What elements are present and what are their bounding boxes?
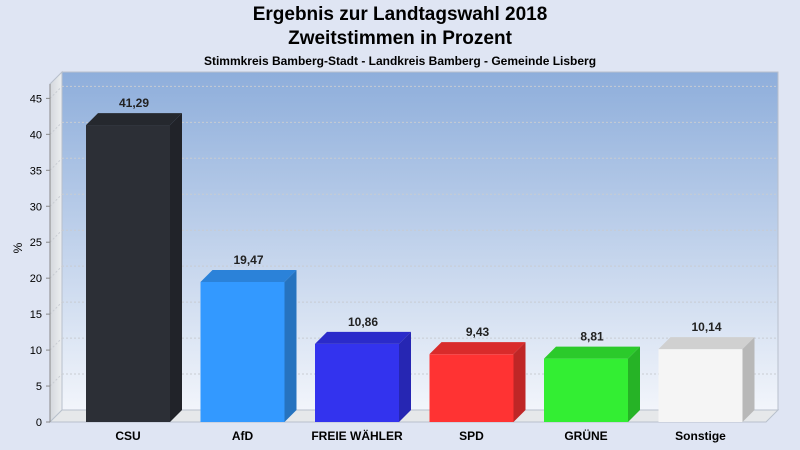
chart-title: Ergebnis zur Landtagswahl 2018 — [252, 4, 548, 25]
bar-side — [628, 346, 640, 422]
category-label: FREIE WÄHLER — [311, 428, 403, 443]
category-label: CSU — [115, 429, 140, 443]
y-tick-label: 25 — [30, 237, 42, 249]
bar-afd — [200, 269, 297, 422]
bar-side — [170, 113, 182, 422]
y-axis-label: % — [11, 242, 25, 253]
bar-top — [200, 269, 297, 282]
chart-subtitle: Zweitstimmen in Prozent — [288, 28, 512, 49]
bar-front — [315, 343, 399, 422]
y-tick-label: 15 — [30, 309, 42, 321]
value-label: 41,29 — [119, 96, 149, 110]
bar-spd — [429, 342, 526, 422]
y-tick-label: 45 — [30, 93, 42, 105]
gridline-wall — [49, 337, 63, 351]
gridline-wall — [49, 301, 63, 315]
bar-side — [742, 337, 755, 422]
bar-top — [315, 331, 411, 344]
gridline-wall — [49, 373, 63, 387]
y-tick-label: 5 — [36, 381, 42, 393]
y-tick-label: 30 — [30, 201, 42, 213]
bar-front — [200, 281, 285, 422]
y-tick-label: 35 — [30, 165, 42, 177]
bar-top — [658, 337, 755, 350]
gridline-wall — [49, 121, 63, 135]
y-tick-label: 10 — [30, 345, 42, 357]
y-tick-label: 40 — [30, 129, 42, 141]
bar-csu — [86, 113, 182, 422]
category-label: GRÜNE — [564, 428, 607, 443]
value-label: 10,14 — [691, 320, 721, 334]
bar-top — [544, 346, 640, 359]
gridline-wall — [49, 229, 63, 243]
bar-top — [86, 113, 182, 126]
bar-grüne — [544, 346, 640, 422]
bar-front — [658, 349, 743, 422]
plot-left-wall — [49, 70, 63, 424]
value-label: 19,47 — [233, 253, 263, 267]
bars — [86, 113, 755, 422]
bar-side — [399, 331, 411, 422]
value-label: 8,81 — [580, 330, 604, 344]
category-label: Sonstige — [675, 429, 726, 443]
gridline-wall — [49, 86, 63, 99]
bar-sonstige — [658, 337, 755, 422]
bar-front — [544, 358, 628, 422]
category-label: SPD — [459, 429, 484, 443]
labels: 41,29 CSU 19,47 AfD 10,86 FREIE WÄHLER 9,43 SPD… — [115, 96, 726, 443]
bar-side — [284, 269, 297, 422]
bar-freie-wähler — [315, 331, 411, 422]
category-label: AfD — [232, 429, 254, 443]
gridline-wall — [49, 157, 63, 171]
value-label: 10,86 — [348, 315, 378, 329]
gridlines — [49, 85, 778, 387]
gridline-wall — [49, 193, 63, 207]
bar-front — [86, 125, 170, 422]
bar-top — [429, 342, 526, 355]
bar-side — [513, 342, 526, 422]
chart-caption: Stimmkreis Bamberg-Stadt - Landkreis Bam… — [203, 54, 597, 68]
value-label: 9,43 — [466, 325, 490, 339]
y-axis: 0 5 10 15 20 25 30 35 40 45% — [11, 84, 51, 429]
y-tick-label: 0 — [36, 417, 42, 429]
y-tick-label: 20 — [30, 273, 42, 285]
gridline-wall — [49, 265, 63, 279]
bar-front — [429, 354, 514, 422]
